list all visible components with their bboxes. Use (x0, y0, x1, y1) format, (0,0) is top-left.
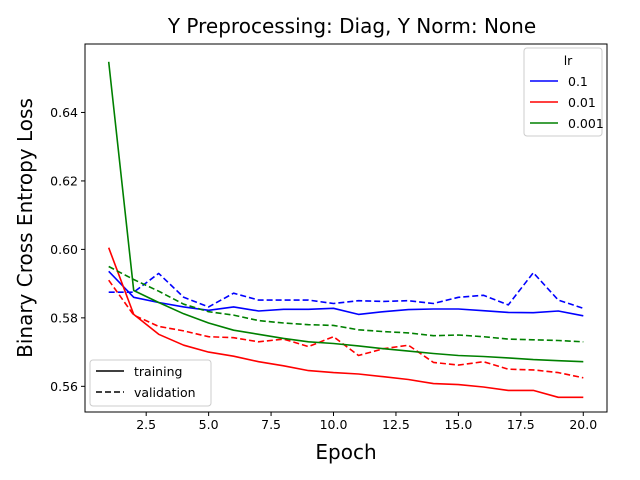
x-axis-label: Epoch (315, 440, 376, 464)
series-line-lr-0_01-training (107, 247, 584, 399)
y-tick-label: 0.56 (50, 379, 78, 394)
legend-lr-label-2: 0.001 (568, 116, 604, 131)
legend-split: training validation (89, 359, 212, 407)
x-tick-label: 15.0 (444, 417, 472, 432)
legend-split-label-training: training (134, 364, 182, 379)
chart-title: Y Preprocessing: Diag, Y Norm: None (167, 14, 536, 38)
x-tick-label: 2.5 (136, 417, 156, 432)
x-tick-label: 7.5 (261, 417, 281, 432)
series-line-lr-0_1-validation (108, 271, 584, 310)
y-tick-label: 0.64 (50, 105, 78, 120)
y-tick-label: 0.58 (50, 310, 78, 325)
series-line-lr-0_01-validation (108, 279, 584, 379)
series-line-lr-0_1-training (108, 270, 584, 317)
series-line-lr-0_001-training (107, 61, 584, 363)
legend-split-label-validation: validation (134, 385, 196, 400)
x-tick-label: 17.5 (507, 417, 535, 432)
x-tick-label: 20.0 (569, 417, 597, 432)
plot-area (107, 61, 584, 399)
y-axis: 0.56 0.58 0.60 0.62 0.64 (50, 105, 85, 394)
y-axis-label: Binary Cross Entropy Loss (13, 98, 37, 358)
x-tick-label: 10.0 (320, 417, 348, 432)
legend-lr-label-0: 0.1 (568, 74, 588, 89)
y-tick-label: 0.62 (50, 173, 78, 188)
legend-lr-title: lr (564, 53, 573, 68)
x-tick-label: 5.0 (199, 417, 219, 432)
axes-frame (84, 43, 608, 413)
legend-lr: lr 0.1 0.01 0.001 (523, 47, 604, 137)
legend-lr-label-1: 0.01 (568, 95, 596, 110)
x-axis: 2.5 5.0 7.5 10.0 12.5 15.0 17.5 20.0 (136, 412, 597, 432)
y-tick-label: 0.60 (50, 242, 78, 257)
legend-lr-frame (523, 47, 603, 137)
series-line-lr-0_001-validation (108, 265, 584, 343)
x-tick-label: 12.5 (382, 417, 410, 432)
